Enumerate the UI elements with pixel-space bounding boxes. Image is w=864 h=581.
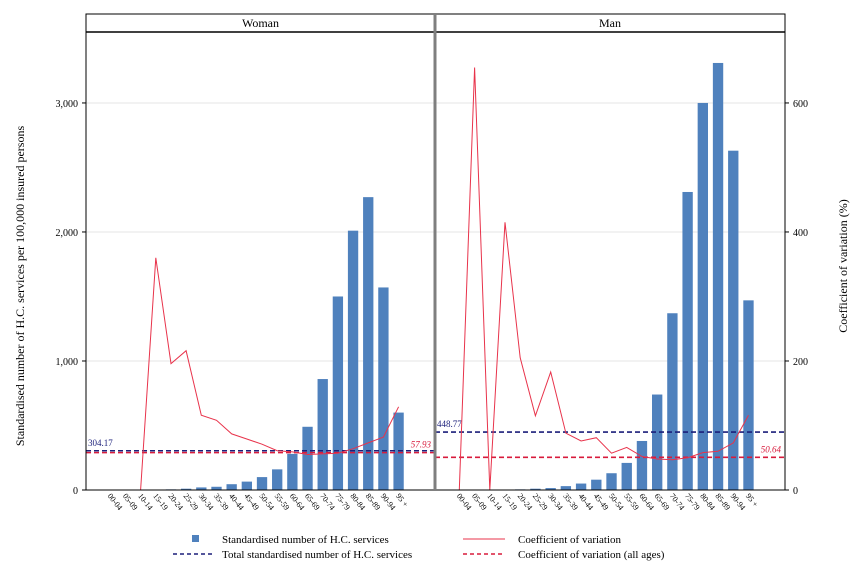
x-tick-man-35-39: 35-39 <box>561 492 580 512</box>
bar-man-85-89 <box>712 62 724 490</box>
y-left-tick-label: 1,000 <box>56 357 79 368</box>
bar-man-60-64 <box>636 440 648 490</box>
bar-woman-65-69 <box>302 426 313 490</box>
x-tick-woman-00-04: 00-04 <box>106 492 125 512</box>
cv-line-man <box>458 67 749 491</box>
x-tick-man-65-69: 65-69 <box>653 492 672 512</box>
x-tick-man-60-64: 60-64 <box>637 492 656 512</box>
y-left-axis-title: Standardised number of H.C. services per… <box>13 126 27 447</box>
x-tick-woman-05-09: 05-09 <box>121 492 140 512</box>
x-tick-woman-90-94: 90-94 <box>379 492 398 512</box>
x-tick-woman-65-69: 65-69 <box>303 492 322 512</box>
x-tick-man-75-79: 75-79 <box>683 492 702 512</box>
panel-man: Man 448.77 50.64 00-0405-0910-1415-1920-242… <box>434 13 786 512</box>
bar-man-50-54 <box>606 473 617 490</box>
y-right-tick-label: 200 <box>793 357 808 368</box>
bar-man-30-34 <box>545 488 556 490</box>
bar-woman-25-29 <box>180 488 192 490</box>
legend-label-total: Total standardised number of H.C. servic… <box>222 549 412 561</box>
x-tick-man-90-94: 90-94 <box>729 492 748 512</box>
x-tick-woman-70-74: 70-74 <box>318 492 337 512</box>
x-tick-woman-35-39: 35-39 <box>212 492 231 512</box>
x-tick-man-50-54: 50-54 <box>607 492 626 512</box>
x-tick-woman-75-79: 75-79 <box>333 492 352 512</box>
x-tick-woman-30-34: 30-34 <box>197 492 216 512</box>
bar-man-80-84 <box>697 102 708 490</box>
bar-man-65-69 <box>652 394 663 490</box>
bar-woman-55-59 <box>272 469 283 490</box>
bar-woman-35-39 <box>211 486 222 490</box>
x-tick-woman-10-14: 10-14 <box>136 492 155 512</box>
legend-swatch-bars <box>192 535 199 542</box>
bar-man-45-49 <box>591 479 602 490</box>
bar-man-40-44 <box>575 483 587 490</box>
y-left-tick-label: 2,000 <box>56 228 79 239</box>
x-tick-woman-60-64: 60-64 <box>288 492 307 512</box>
legend: Standardised number of H.C. services Coef… <box>173 534 665 561</box>
bar-woman-80-84 <box>347 230 359 490</box>
x-tick-woman-20-24: 20-24 <box>166 492 185 512</box>
bar-man-95 + <box>743 300 754 490</box>
y-right-tick-label: 400 <box>793 228 808 239</box>
x-tick-woman-50-54: 50-54 <box>257 492 276 512</box>
bar-woman-45-49 <box>241 481 253 490</box>
panel-title-man: Man <box>599 16 621 30</box>
total-label-woman: 304.17 <box>88 438 113 448</box>
x-tick-woman-45-49: 45-49 <box>242 492 261 512</box>
x-tick-woman-55-59: 55-59 <box>273 492 292 512</box>
x-tick-woman-80-84: 80-84 <box>348 492 367 512</box>
y-right-axis-title: Coefficient of variation (%) <box>836 199 850 332</box>
panel-woman: Woman 304.17 57.93 00-0405-0910-1415-1920-2… <box>85 13 436 512</box>
panel-title-woman: Woman <box>242 16 279 30</box>
y-right-tick-label: 0 <box>793 486 798 497</box>
bar-woman-50-54 <box>256 477 268 490</box>
bar-man-90-94 <box>728 150 739 490</box>
x-tick-woman-25-29: 25-29 <box>182 492 201 512</box>
cv-line-woman <box>140 257 400 491</box>
bar-man-35-39 <box>560 486 572 490</box>
bar-woman-40-44 <box>226 484 237 490</box>
legend-label-bars: Standardised number of H.C. services <box>222 534 389 546</box>
total-label-man: 448.77 <box>437 419 462 429</box>
x-tick-man-05-09: 05-09 <box>470 492 489 512</box>
x-tick-man-70-74: 70-74 <box>668 492 687 512</box>
bar-man-55-59 <box>621 462 632 490</box>
bar-man-70-74 <box>667 313 678 490</box>
x-tick-man-25-29: 25-29 <box>531 492 550 512</box>
x-tick-man-80-84: 80-84 <box>698 492 717 512</box>
cv-all-label-woman: 57.93 <box>411 440 432 450</box>
legend-label-cv-all: Coefficient of variation (all ages) <box>518 549 665 561</box>
bar-woman-60-64 <box>287 453 298 490</box>
bar-woman-85-89 <box>363 197 374 490</box>
bar-woman-70-74 <box>317 379 328 490</box>
bar-woman-75-79 <box>332 296 344 490</box>
cv-all-label-man: 50.64 <box>761 444 782 454</box>
x-tick-woman-40-44: 40-44 <box>227 492 246 512</box>
x-tick-man-40-44: 40-44 <box>577 492 596 512</box>
x-tick-woman-85-89: 85-89 <box>364 492 383 512</box>
y-left-tick-label: 3,000 <box>56 99 79 110</box>
bar-man-75-79 <box>682 191 693 490</box>
axes: 0 1,000 2,000 3,000 Standardised number of H… <box>13 13 850 497</box>
x-tick-man-45-49: 45-49 <box>592 492 611 512</box>
y-right-tick-label: 600 <box>793 99 808 110</box>
x-tick-man-85-89: 85-89 <box>713 492 732 512</box>
x-tick-man-30-34: 30-34 <box>546 492 565 512</box>
x-tick-man-10-14: 10-14 <box>485 492 504 512</box>
y-left-tick-label: 0 <box>73 486 78 497</box>
bar-woman-30-34 <box>196 487 207 490</box>
bar-man-25-29 <box>530 488 541 490</box>
x-tick-man-55-59: 55-59 <box>622 492 641 512</box>
x-tick-man-15-19: 15-19 <box>500 492 519 512</box>
x-tick-woman-15-19: 15-19 <box>151 492 170 512</box>
x-tick-man-00-04: 00-04 <box>455 492 474 512</box>
x-tick-man-20-24: 20-24 <box>516 492 535 512</box>
legend-label-cv: Coefficient of variation <box>518 534 622 546</box>
bar-woman-90-94 <box>378 287 389 490</box>
